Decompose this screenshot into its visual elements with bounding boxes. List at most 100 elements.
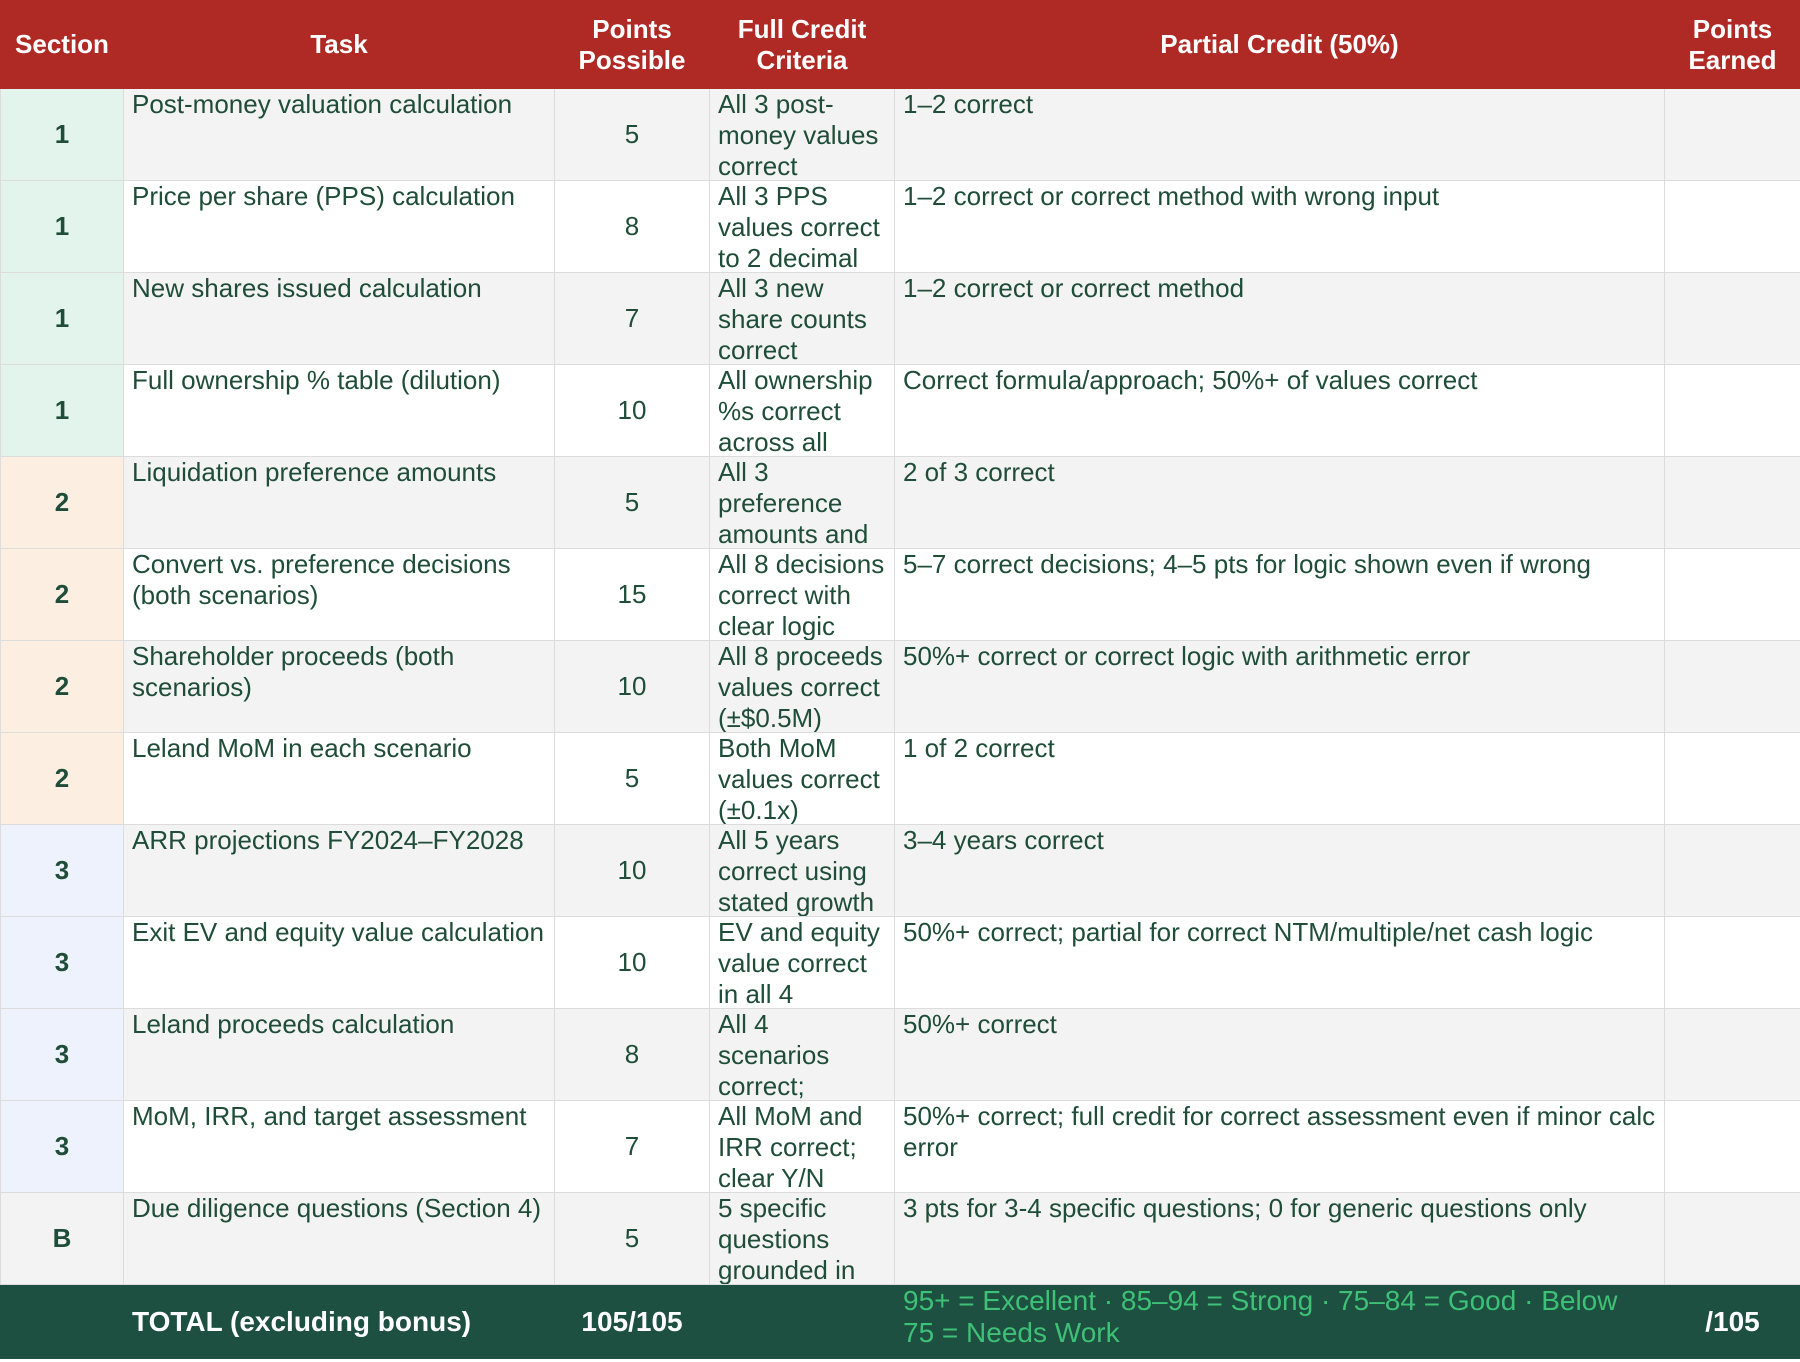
header-full-credit[interactable]: Full Credit Criteria: [709, 0, 895, 89]
task-cell[interactable]: New shares issued calculation: [123, 272, 555, 365]
points-earned-cell[interactable]: [1664, 1100, 1800, 1193]
total-full-credit-cell[interactable]: [709, 1284, 895, 1359]
task-cell[interactable]: Leland MoM in each scenario: [123, 732, 555, 825]
task-cell[interactable]: Convert vs. preference decisions (both s…: [123, 548, 555, 641]
partial-credit-cell[interactable]: 5–7 correct decisions; 4–5 pts for logic…: [894, 548, 1665, 641]
section-cell[interactable]: 1: [0, 272, 124, 365]
points-earned-cell[interactable]: [1664, 548, 1800, 641]
task-cell[interactable]: Shareholder proceeds (both scenarios): [123, 640, 555, 733]
partial-credit-cell[interactable]: 1–2 correct: [894, 88, 1665, 181]
partial-credit-cell[interactable]: 50%+ correct or correct logic with arith…: [894, 640, 1665, 733]
section-cell[interactable]: 2: [0, 732, 124, 825]
section-cell[interactable]: 1: [0, 364, 124, 457]
table-row: 3 ARR projections FY2024–FY2028 10 All 5 ye…: [0, 824, 1800, 917]
section-cell[interactable]: B: [0, 1192, 124, 1285]
points-earned-cell[interactable]: [1664, 732, 1800, 825]
points-earned-cell[interactable]: [1664, 1008, 1800, 1101]
task-cell[interactable]: Price per share (PPS) calculation: [123, 180, 555, 273]
partial-credit-cell[interactable]: Correct formula/approach; 50%+ of values…: [894, 364, 1665, 457]
partial-credit-cell[interactable]: 1–2 correct or correct method with wrong…: [894, 180, 1665, 273]
task-cell[interactable]: Leland proceeds calculation: [123, 1008, 555, 1101]
points-possible-cell[interactable]: 10: [554, 364, 710, 457]
full-credit-cell[interactable]: All MoM and IRR correct; clear Y/N: [709, 1100, 895, 1193]
section-cell[interactable]: 1: [0, 180, 124, 273]
full-credit-cell[interactable]: EV and equity value correct in all 4: [709, 916, 895, 1009]
full-credit-cell[interactable]: All 8 decisions correct with clear logic: [709, 548, 895, 641]
partial-credit-cell[interactable]: 50%+ correct; partial for correct NTM/mu…: [894, 916, 1665, 1009]
full-credit-cell[interactable]: All 5 years correct using stated growth: [709, 824, 895, 917]
task-cell-text: Convert vs. preference decisions (both s…: [132, 549, 511, 611]
task-cell-text: Leland proceeds calculation: [132, 1009, 455, 1040]
task-cell[interactable]: ARR projections FY2024–FY2028: [123, 824, 555, 917]
header-points-earned[interactable]: Points Earned: [1664, 0, 1800, 89]
points-possible-cell[interactable]: 8: [554, 1008, 710, 1101]
points-earned-cell[interactable]: [1664, 272, 1800, 365]
section-cell[interactable]: 3: [0, 916, 124, 1009]
points-earned-cell[interactable]: [1664, 180, 1800, 273]
task-cell[interactable]: MoM, IRR, and target assessment: [123, 1100, 555, 1193]
section-cell[interactable]: 2: [0, 456, 124, 549]
section-cell[interactable]: 2: [0, 548, 124, 641]
points-possible-cell[interactable]: 10: [554, 824, 710, 917]
section-cell[interactable]: 3: [0, 1008, 124, 1101]
total-points-possible[interactable]: 105/105: [554, 1284, 710, 1359]
points-possible-cell[interactable]: 7: [554, 272, 710, 365]
points-earned-cell[interactable]: [1664, 88, 1800, 181]
grade-scale-legend[interactable]: 95+ = Excellent · 85–94 = Strong · 75–84…: [894, 1284, 1665, 1359]
points-possible-cell[interactable]: 5: [554, 456, 710, 549]
partial-credit-cell[interactable]: 50%+ correct: [894, 1008, 1665, 1101]
full-credit-cell[interactable]: All ownership %s correct across all: [709, 364, 895, 457]
header-section[interactable]: Section: [0, 0, 124, 89]
total-points-earned[interactable]: /105: [1664, 1284, 1800, 1359]
task-cell[interactable]: Full ownership % table (dilution): [123, 364, 555, 457]
points-possible-cell[interactable]: 10: [554, 640, 710, 733]
header-points-possible[interactable]: Points Possible: [554, 0, 710, 89]
points-possible-cell[interactable]: 10: [554, 916, 710, 1009]
points-earned-cell[interactable]: [1664, 640, 1800, 733]
full-credit-cell[interactable]: All 3 PPS values correct to 2 decimal: [709, 180, 895, 273]
header-task[interactable]: Task: [123, 0, 555, 89]
points-possible-cell[interactable]: 5: [554, 88, 710, 181]
full-credit-cell[interactable]: All 3 new share counts correct: [709, 272, 895, 365]
full-credit-cell[interactable]: Both MoM values correct (±0.1x): [709, 732, 895, 825]
table-row: 2 Liquidation preference amounts 5 All 3 pr…: [0, 456, 1800, 549]
section-cell[interactable]: 3: [0, 824, 124, 917]
full-credit-cell[interactable]: All 3 post-money values correct: [709, 88, 895, 181]
points-earned-cell[interactable]: [1664, 824, 1800, 917]
section-cell[interactable]: 1: [0, 88, 124, 181]
header-partial-credit[interactable]: Partial Credit (50%): [894, 0, 1665, 89]
table-row: 1 Post-money valuation calculation 5 All 3 …: [0, 88, 1800, 181]
partial-credit-cell-text: 1 of 2 correct: [903, 733, 1055, 764]
total-label[interactable]: TOTAL (excluding bonus): [123, 1284, 555, 1359]
points-possible-cell[interactable]: 8: [554, 180, 710, 273]
partial-credit-cell[interactable]: 3–4 years correct: [894, 824, 1665, 917]
points-possible-cell[interactable]: 5: [554, 732, 710, 825]
partial-credit-cell[interactable]: 1–2 correct or correct method: [894, 272, 1665, 365]
rubric-body: 1 Post-money valuation calculation 5 All 3 …: [0, 88, 1800, 1285]
task-cell[interactable]: Post-money valuation calculation: [123, 88, 555, 181]
full-credit-cell[interactable]: 5 specific questions grounded in: [709, 1192, 895, 1285]
partial-credit-cell[interactable]: 50%+ correct; full credit for correct as…: [894, 1100, 1665, 1193]
points-possible-cell[interactable]: 5: [554, 1192, 710, 1285]
points-earned-cell[interactable]: [1664, 456, 1800, 549]
full-credit-cell-text: All 8 proceeds values correct (±$0.5M): [718, 641, 883, 732]
full-credit-cell[interactable]: All 4 scenarios correct;: [709, 1008, 895, 1101]
partial-credit-cell[interactable]: 1 of 2 correct: [894, 732, 1665, 825]
points-possible-cell[interactable]: 15: [554, 548, 710, 641]
points-possible-cell[interactable]: 7: [554, 1100, 710, 1193]
total-section-cell[interactable]: [0, 1284, 124, 1359]
task-cell-text: Due diligence questions (Section 4): [132, 1193, 542, 1224]
partial-credit-cell[interactable]: 3 pts for 3-4 specific questions; 0 for …: [894, 1192, 1665, 1285]
full-credit-cell[interactable]: All 3 preference amounts and: [709, 456, 895, 549]
task-cell[interactable]: Due diligence questions (Section 4): [123, 1192, 555, 1285]
section-cell[interactable]: 3: [0, 1100, 124, 1193]
partial-credit-cell[interactable]: 2 of 3 correct: [894, 456, 1665, 549]
points-earned-cell[interactable]: [1664, 1192, 1800, 1285]
section-cell[interactable]: 2: [0, 640, 124, 733]
points-earned-cell[interactable]: [1664, 916, 1800, 1009]
task-cell[interactable]: Exit EV and equity value calculation: [123, 916, 555, 1009]
full-credit-cell[interactable]: All 8 proceeds values correct (±$0.5M): [709, 640, 895, 733]
points-earned-cell[interactable]: [1664, 364, 1800, 457]
task-cell-text: Price per share (PPS) calculation: [132, 181, 515, 212]
task-cell[interactable]: Liquidation preference amounts: [123, 456, 555, 549]
